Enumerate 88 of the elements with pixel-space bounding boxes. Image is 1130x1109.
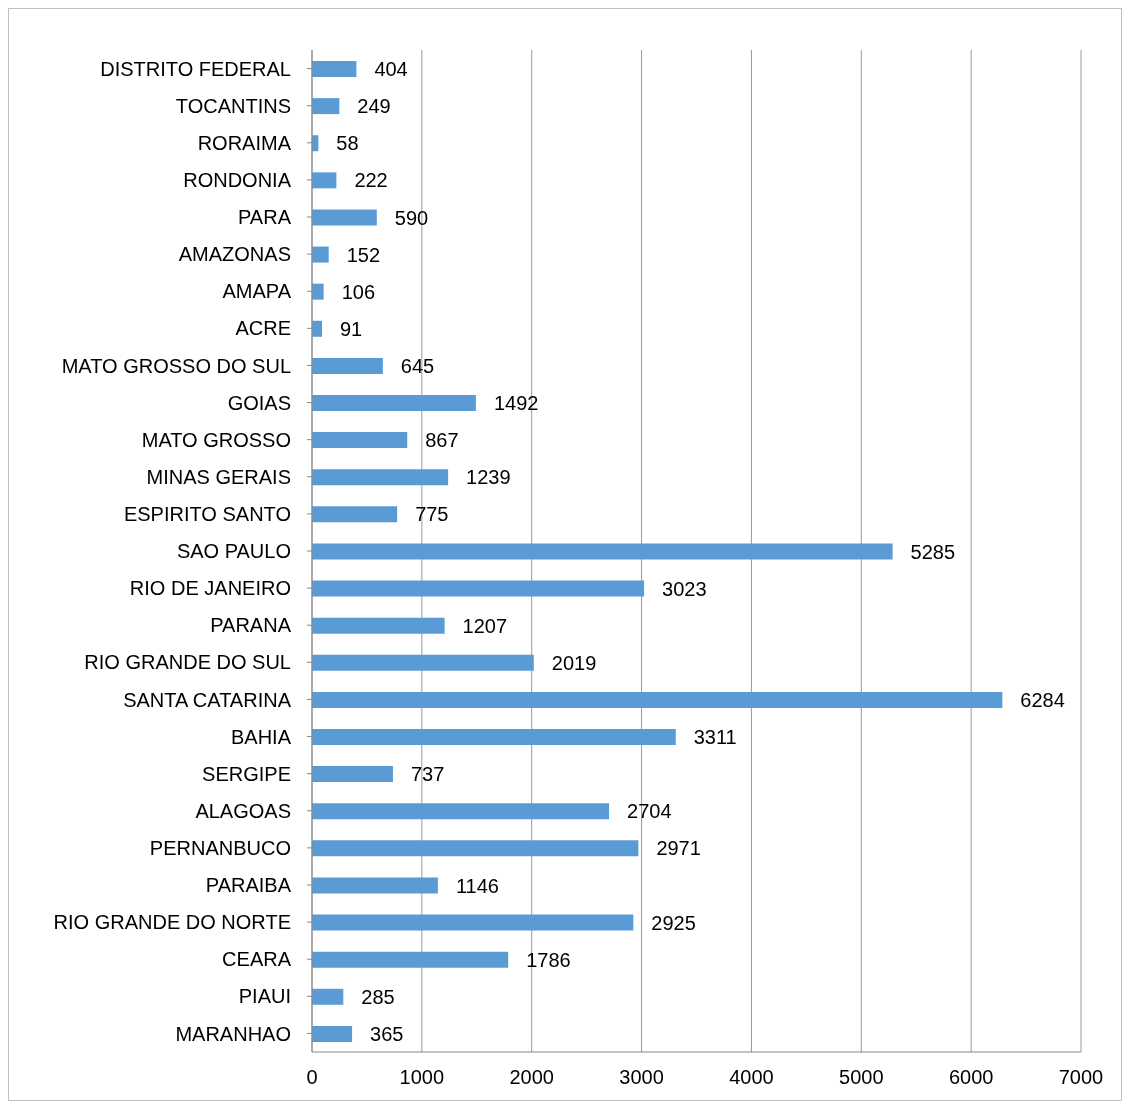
y-tick-label: DISTRITO FEDERAL <box>100 57 291 80</box>
data-label: 2019 <box>551 651 597 674</box>
data-label: 6284 <box>1020 688 1065 711</box>
y-tick-label: PARAIBA <box>205 874 292 897</box>
bar <box>312 543 893 560</box>
y-tick-label: MARANHAO <box>175 1022 291 1045</box>
data-label: 645 <box>400 354 435 377</box>
bar <box>312 840 639 857</box>
data-label: 152 <box>346 243 381 266</box>
bar <box>312 1025 353 1042</box>
x-tick-label: 7000 <box>1058 1066 1104 1089</box>
y-tick-label: MATO GROSSO <box>141 428 291 451</box>
bar <box>312 654 534 671</box>
bar <box>312 580 645 597</box>
y-tick-label: ESPIRITO SANTO <box>123 502 291 525</box>
bar <box>312 729 676 745</box>
y-tick-label: RIO GRANDE DO NORTE <box>53 911 291 934</box>
y-tick-label: SAO PAULO <box>176 540 291 563</box>
bar <box>312 98 340 115</box>
data-label: 404 <box>374 58 408 81</box>
bar <box>312 506 398 523</box>
x-tick-label: 5000 <box>839 1066 884 1089</box>
data-label: 737 <box>410 763 445 786</box>
bar <box>312 617 445 634</box>
bar <box>312 61 357 77</box>
data-label: 249 <box>357 95 391 118</box>
bar <box>312 877 438 894</box>
bar <box>312 988 344 1005</box>
data-label: 1146 <box>455 874 499 897</box>
data-label: 3311 <box>693 726 737 749</box>
bar <box>312 357 383 374</box>
data-label: 5285 <box>910 540 956 563</box>
x-tick-label: 2000 <box>509 1066 554 1089</box>
data-label: 867 <box>425 429 459 452</box>
y-tick-label: RIO DE JANEIRO <box>129 577 291 600</box>
y-tick-label: ACRE <box>235 317 291 340</box>
y-tick-label: PARA <box>238 206 292 229</box>
y-tick-label: SANTA CATARINA <box>123 688 292 711</box>
data-label: 222 <box>354 169 388 192</box>
data-label: 775 <box>415 503 449 526</box>
bar <box>312 914 634 931</box>
y-tick-label: PERNANBUCO <box>149 836 291 859</box>
y-tick-label: PIAUI <box>238 985 291 1008</box>
y-tick-label: GOIAS <box>227 391 291 414</box>
y-tick-label: RONDONIA <box>183 168 292 191</box>
data-label: 1207 <box>462 614 508 637</box>
y-tick-label: AMAZONAS <box>178 243 291 266</box>
x-tick-label: 6000 <box>948 1066 994 1089</box>
bar <box>312 432 408 449</box>
bar <box>312 209 377 226</box>
x-tick-label: 0 <box>306 1066 318 1089</box>
x-tick-label: 4000 <box>729 1066 774 1089</box>
bar <box>312 691 1003 708</box>
y-tick-label: CEARA <box>222 948 292 971</box>
y-tick-label: TOCANTINS <box>175 94 291 117</box>
x-tick-label: 3000 <box>619 1066 664 1089</box>
data-label: 3023 <box>662 577 707 600</box>
data-label: 285 <box>361 985 395 1008</box>
data-label: 58 <box>336 132 359 155</box>
data-label: 2925 <box>651 911 696 934</box>
data-label: 106 <box>341 280 376 303</box>
y-tick-label: SERGIPE <box>202 762 291 785</box>
data-label: 2704 <box>627 800 672 823</box>
bar <box>312 951 509 968</box>
bar <box>312 320 322 337</box>
bar <box>312 172 337 189</box>
data-label: 1786 <box>526 948 571 971</box>
y-tick-label: RIO GRANDE DO SUL <box>84 651 291 674</box>
data-label: 365 <box>370 1022 404 1045</box>
data-label: 2971 <box>656 837 701 860</box>
bar <box>312 469 449 486</box>
x-tick-label: 1000 <box>399 1066 445 1089</box>
bar <box>312 803 610 820</box>
y-tick-label: BAHIA <box>230 725 292 748</box>
bar <box>312 246 329 263</box>
y-tick-label: RORAIMA <box>197 131 292 154</box>
data-label: 590 <box>394 206 429 229</box>
y-tick-label: PARANA <box>210 614 292 637</box>
bar <box>312 395 476 411</box>
y-tick-label: ALAGOAS <box>195 799 291 822</box>
data-label: 91 <box>340 317 363 340</box>
y-tick-label: AMAPA <box>222 280 292 303</box>
data-label: 1492 <box>493 392 539 415</box>
bar <box>312 283 324 300</box>
y-tick-label: MATO GROSSO DO SUL <box>61 354 291 377</box>
y-tick-label: MINAS GERAIS <box>146 465 291 488</box>
data-label: 1239 <box>466 466 511 489</box>
bar <box>312 766 393 783</box>
